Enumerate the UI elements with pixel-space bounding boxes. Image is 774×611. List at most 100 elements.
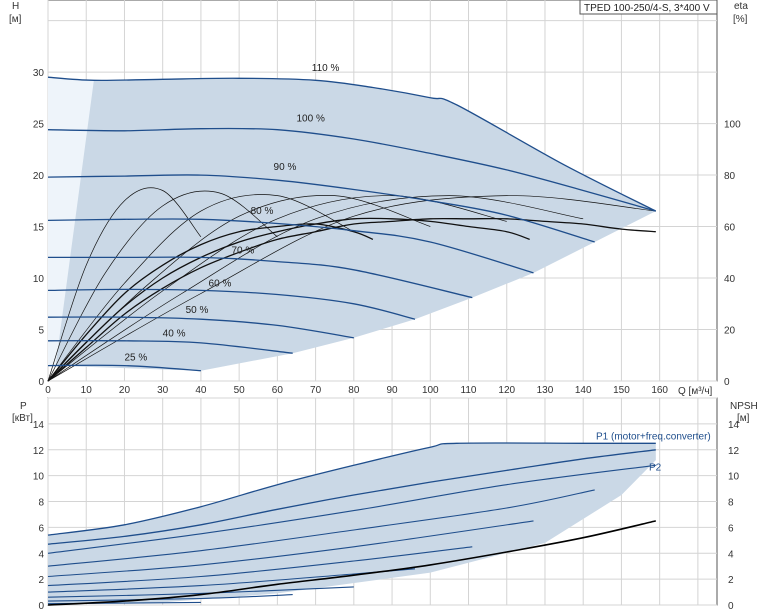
y-tick-label-npsh: 4 [728,549,734,560]
x-tick-label: 50 [234,385,246,396]
y-tick-label-npsh: 2 [728,575,734,586]
speed-curve-label: 70 % [231,245,254,256]
speed-curve [47,288,416,320]
speed-curve-label: 90 % [274,162,297,173]
efficiency-curve [47,187,202,382]
x-tick-label: 150 [613,385,630,396]
power-curve [47,464,656,554]
power-curve [47,601,201,605]
efficiency-curve [47,194,354,382]
y-axis-unit-eta: [%] [733,14,748,25]
power-ticks: 0 2 4 6 8 10 12 14 0 2 4 6 8 10 12 14 [33,420,740,611]
y-tick-label-eta: 100 [724,120,741,131]
y-tick-label-head: 25 [33,120,45,131]
chart-title: TPED 100-250/4-S, 3*400 V [584,3,710,14]
power-panel: 0 2 4 6 8 10 12 14 0 2 4 6 8 10 12 14 P1 (motor+freq.co… [33,397,740,611]
speed-curve-label: 100 % [296,114,324,125]
title-box: TPED 100-250/4-S, 3*400 V [579,0,718,15]
power-curve [47,520,534,578]
x-tick-label: 90 [386,385,398,396]
y-tick-label-power: 2 [38,575,44,586]
x-tick-label: 0 [45,385,51,396]
power-series-line [47,442,656,536]
x-tick-label: 20 [119,385,131,396]
speed-curve [47,218,534,274]
speed-curve-label: 110 % [312,63,340,74]
y-tick-label-head: 0 [38,377,44,388]
p2-series-label: P2 [649,462,662,473]
y-tick-label-npsh: 0 [728,601,734,611]
speed-curve [47,127,656,212]
y-tick-label-npsh: 10 [728,472,740,483]
x-tick-label: 10 [81,385,93,396]
x-tick-label: 30 [157,385,169,396]
speed-curve-label: 50 % [186,305,209,316]
power-curve [47,489,595,567]
x-tick-label: 80 [348,385,360,396]
y-tick-label-eta: 0 [724,377,730,388]
y-tick-label-power: 8 [38,498,44,509]
speed-curves [47,76,657,372]
speed-curve [47,174,595,243]
power-series-line [47,449,656,545]
power-area [48,442,656,604]
power-curve [47,546,473,587]
speed-curve [47,340,293,354]
efficiency-curve [47,190,278,382]
speed-curve-label: 40 % [163,329,186,340]
p1-series-label: P1 (motor+freq.converter) [596,431,711,442]
speed-labels: 110 % 100 % 90 % 80 % 70 % 60 % 50 % 40 % 25 % [124,63,339,363]
efficiency-curve [47,195,584,382]
efficiency-curve [47,217,656,382]
y-tick-label-power: 0 [38,601,44,611]
x-tick-label: 60 [272,385,284,396]
head-panel: 0 10 20 30 40 50 60 70 80 90 100 110 120 130 140 150 160… [33,0,741,396]
y-axis-title-npsh: NPSH [730,401,758,412]
efficiency-curves [47,187,656,382]
low-flow-area [48,77,94,366]
x-tick-label: 40 [195,385,207,396]
y-tick-label-power: 6 [38,523,44,534]
x-tick-label: 130 [537,385,554,396]
y-tick-label-npsh: 12 [728,446,740,457]
power-labels: P1 (motor+freq.converter) P2 [596,431,711,473]
speed-curve [48,256,473,299]
y-axis-title-eta: eta [734,1,748,12]
y-tick-label-eta: 40 [724,274,736,285]
efficiency-curve [47,217,530,382]
npsh-curve [47,520,656,606]
x-tick-label: 120 [498,385,515,396]
x-axis-title: Q [м³/ч] [678,386,713,397]
y-axis-unit-npsh: [м] [737,413,750,424]
x-tick-label: 160 [651,385,668,396]
y-tick-label-head: 15 [33,223,45,234]
y-tick-label-power: 4 [38,549,44,560]
speed-curve-label: 80 % [251,206,274,217]
head-ticks: 0 10 20 30 40 50 60 70 80 90 100 110 120 130 140 150 160… [33,68,741,396]
x-tick-label: 110 [461,385,477,396]
y-tick-label-npsh: 8 [728,498,734,509]
y-axis-title-head: H [12,1,19,12]
y-axis-unit-power: [кВт] [12,413,33,424]
power-curve [47,586,354,598]
power-curves [47,442,656,606]
efficiency-curve [47,195,656,382]
speed-curve [47,316,354,339]
y-tick-label-power: 12 [33,446,45,457]
title-frame [579,0,718,15]
x-tick-label: 140 [575,385,592,396]
y-tick-label-npsh: 14 [728,420,740,431]
y-tick-label-head: 5 [38,326,44,337]
y-tick-label-eta: 80 [724,171,736,182]
power-envelope [48,442,656,604]
y-axis-title-power: P [20,401,27,412]
y-tick-label-power: 14 [33,420,45,431]
y-axis-unit-head: [м] [9,14,22,25]
power-curve [47,594,293,602]
y-tick-label-head: 30 [33,68,45,79]
y-tick-label-power: 10 [33,472,45,483]
y-tick-label-eta: 20 [724,326,736,337]
y-tick-label-head: 10 [33,274,45,285]
x-tick-label: 70 [310,385,322,396]
